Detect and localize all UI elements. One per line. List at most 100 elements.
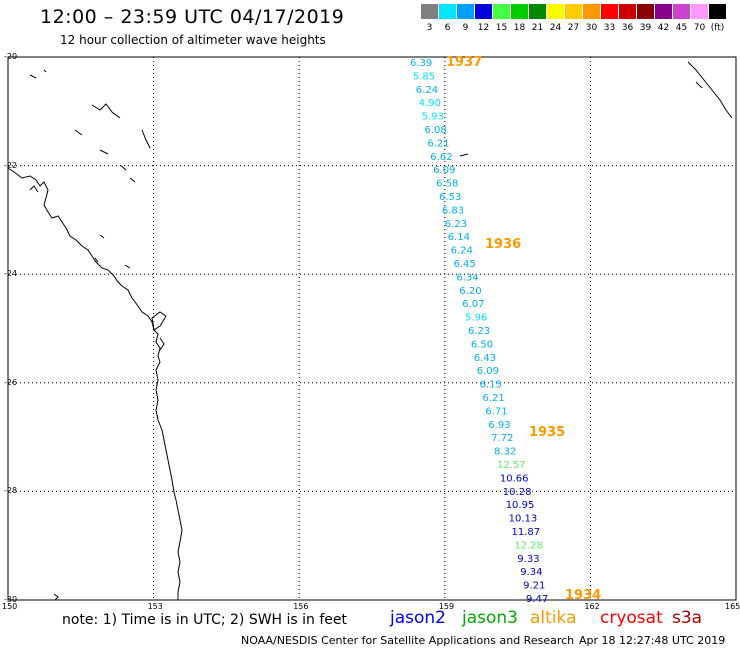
pass-time-label: 1934: [565, 588, 601, 603]
island: [459, 153, 469, 157]
latitude-tick-label: -24: [4, 269, 18, 279]
wave-height-observation: 7.72: [491, 433, 513, 444]
scale-swatch: [457, 4, 474, 19]
wave-height-observation: 6.39: [410, 58, 432, 69]
wave-height-observation: 10.28: [503, 487, 532, 498]
island: [94, 257, 99, 263]
wave-height-observation: 11.87: [512, 527, 541, 538]
scale-label: 21: [531, 23, 544, 33]
map-title: 12:00 – 23:59 UTC 04/17/2019: [40, 6, 345, 28]
island: [53, 593, 59, 601]
scale-label: 30: [585, 23, 598, 33]
scale-swatch: [475, 4, 492, 19]
scale-label: 12: [477, 23, 490, 33]
island: [151, 311, 167, 331]
wave-height-observation: 6.58: [436, 179, 458, 190]
island: [99, 234, 105, 239]
wave-height-observation: 12.28: [514, 540, 543, 551]
island: [29, 74, 37, 79]
wave-height-observation: 6.09: [433, 165, 455, 176]
wave-height-observation: 5.85: [413, 71, 435, 82]
generation-timestamp: Apr 18 12:27:48 UTC 2019: [579, 634, 726, 647]
scale-swatch: [637, 4, 654, 19]
wave-height-observation: 6.14: [448, 232, 470, 243]
coastline: [7, 167, 183, 600]
scale-swatch: [565, 4, 582, 19]
footer-note: note: 1) Time is in UTC; 2) SWH is in fe…: [62, 612, 348, 628]
longitude-tick-label: 150: [2, 602, 18, 611]
wave-height-observation: 10.66: [500, 473, 529, 484]
scale-swatch: [493, 4, 510, 19]
longitude-tick-label: 153: [147, 602, 163, 611]
wave-height-observation: 9.21: [523, 581, 545, 592]
scale-label: 45: [675, 23, 688, 33]
latitude-tick-label: -28: [4, 486, 18, 496]
wave-height-observation: 6.50: [471, 339, 493, 350]
wave-height-observation: 12.57: [497, 460, 526, 471]
scale-swatch: [547, 4, 564, 19]
wave-height-observation: 6.34: [456, 272, 478, 283]
scale-swatch: [655, 4, 672, 19]
wave-height-observation: 5.96: [465, 313, 487, 324]
wave-height-observation: 6.21: [483, 393, 505, 404]
island: [43, 69, 47, 73]
wave-height-observation: 9.33: [517, 554, 539, 565]
scale-label: 24: [549, 23, 562, 33]
satellite-legend-jason2: jason2: [390, 608, 446, 628]
wave-height-observation: 8.32: [494, 447, 516, 458]
longitude-tick-label: 159: [438, 602, 455, 611]
wave-height-observation: 6.21: [427, 138, 449, 149]
wave-height-observation: 6.24: [451, 246, 473, 257]
island: [29, 185, 39, 193]
scale-label: 42: [657, 23, 670, 33]
map-subtitle: 12 hour collection of altimeter wave hei…: [60, 33, 326, 47]
scale-label: 3: [426, 23, 433, 33]
island: [99, 149, 109, 155]
wave-height-observation: 6.15: [480, 380, 502, 391]
scale-label: 33: [603, 23, 616, 33]
island: [74, 129, 83, 136]
wave-height-observation: 6.23: [468, 326, 490, 337]
satellite-legend-s3a: s3a: [672, 608, 703, 628]
wave-height-observation: 6.43: [474, 353, 496, 364]
satellite-legend-altika: altika: [530, 608, 577, 628]
wave-height-observation: 6.45: [454, 259, 476, 270]
wave-height-observation: 6.83: [442, 205, 464, 216]
island: [119, 164, 127, 171]
latitude-tick-label: -26: [4, 377, 18, 387]
scale-label: 27: [567, 23, 580, 33]
island: [91, 103, 121, 119]
map-frame: [7, 56, 737, 601]
wave-height-observation: 6.93: [488, 420, 510, 431]
wave-height-observation: 6.08: [425, 125, 447, 136]
wave-height-observation: 5.93: [422, 112, 444, 123]
scale-swatch: [511, 4, 528, 19]
scale-swatch: [439, 4, 456, 19]
wave-height-observation: 6.07: [462, 299, 484, 310]
longitude-tick-label: 165: [725, 602, 740, 611]
scale-label: (ft): [710, 23, 725, 33]
wave-height-observation: 6.62: [430, 152, 452, 163]
latitude-tick-label: -20: [4, 52, 18, 61]
pass-time-label: 1936: [485, 237, 521, 252]
scale-swatch: [529, 4, 546, 19]
latitude-tick-label: -22: [4, 160, 18, 170]
scale-swatch: [619, 4, 636, 19]
wave-height-observation: 6.23: [445, 219, 467, 230]
pass-time-label: 1937: [446, 55, 482, 70]
island: [141, 129, 151, 149]
wave-height-observation: 6.20: [459, 286, 481, 297]
scale-label: 6: [444, 23, 451, 33]
wave-height-observation: 6.24: [416, 85, 438, 96]
scale-swatch: [583, 4, 600, 19]
scale-label: 18: [513, 23, 526, 33]
wave-height-observation: 6.71: [485, 406, 507, 417]
wave-height-observation: 4.90: [419, 98, 441, 109]
scale-label: 39: [639, 23, 652, 33]
wave-height-observation: 9.34: [520, 567, 542, 578]
island: [695, 81, 703, 89]
island: [124, 264, 131, 269]
new-caledonia-coast: [687, 61, 733, 119]
wave-height-observation: 10.95: [506, 500, 535, 511]
